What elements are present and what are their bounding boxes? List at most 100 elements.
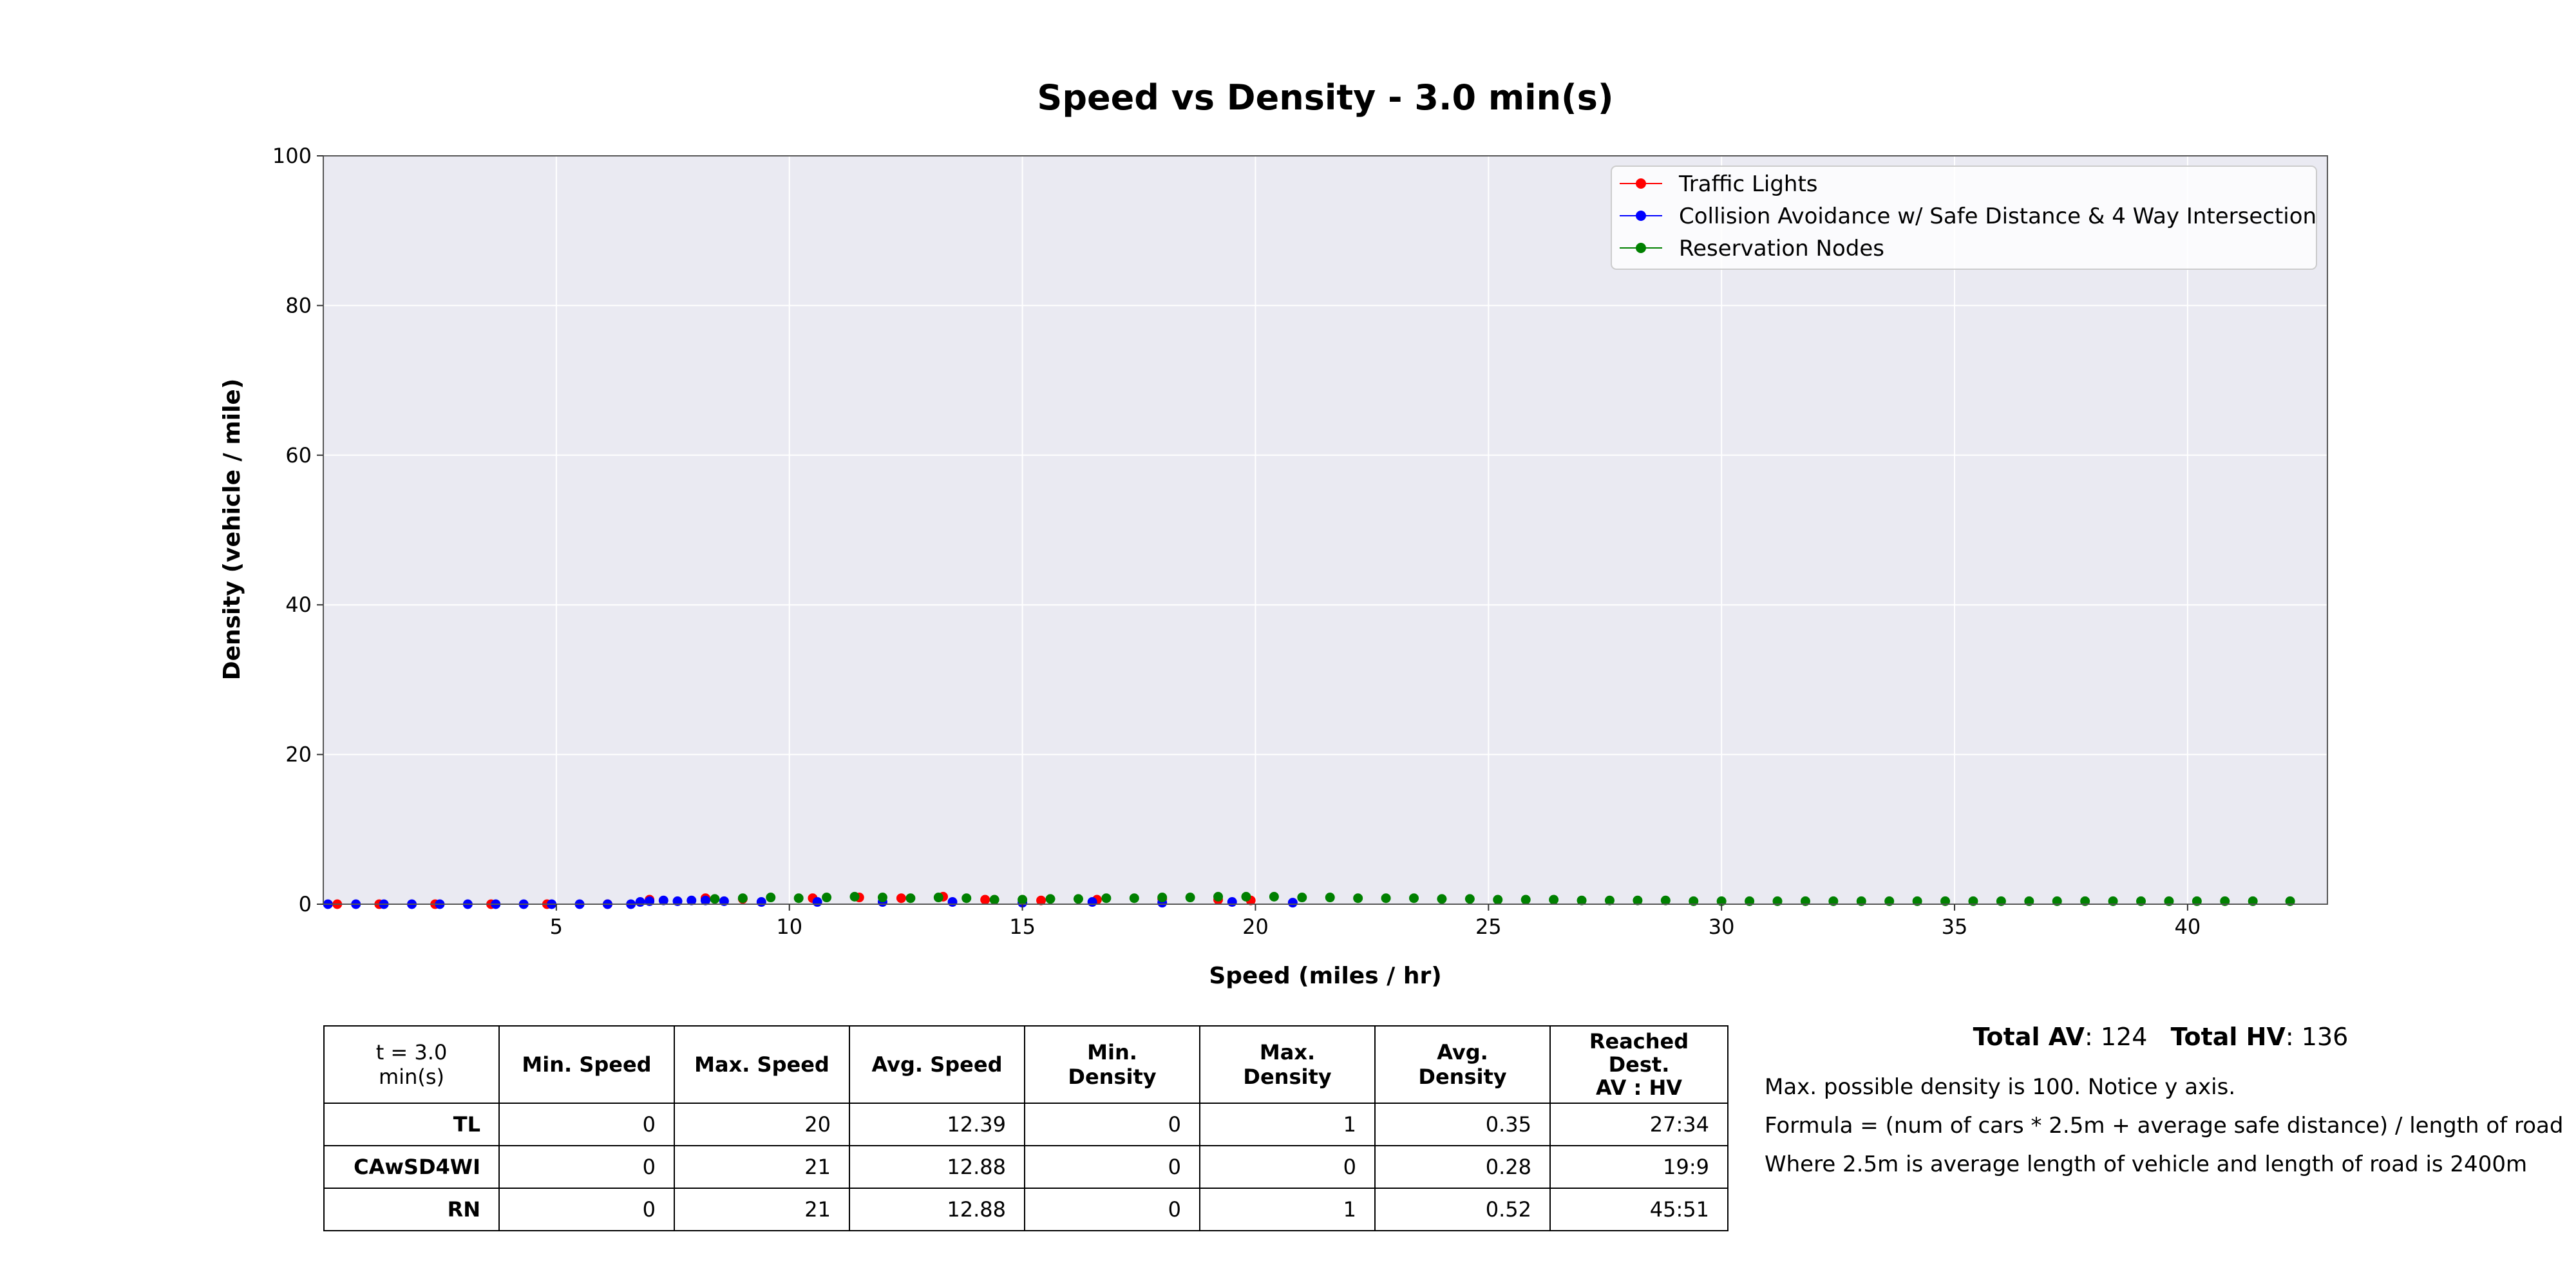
data-point [1520, 895, 1531, 905]
data-point [822, 893, 832, 903]
series-3 [710, 891, 2295, 906]
row-label: CAwSD4WI [323, 1145, 500, 1189]
data-point [947, 897, 958, 907]
data-point [961, 893, 972, 904]
data-point [1409, 893, 1419, 904]
data-point [2108, 896, 2118, 906]
data-point [635, 897, 645, 907]
data-point [1241, 891, 1251, 902]
table-cell: 0.28 [1374, 1145, 1551, 1189]
stats-table: t = 3.0 min(s) Min. Speed Max. Speed Avg… [323, 1025, 1728, 1231]
data-point [1157, 893, 1168, 903]
data-point [1297, 893, 1307, 903]
total-av-label: Total AV [1973, 1023, 2085, 1051]
data-point [1940, 896, 1951, 906]
table-cell: 12.88 [849, 1188, 1025, 1231]
total-hv-label: Total HV [2170, 1023, 2286, 1051]
header-reached-dest-line1: Reached Dest. [1589, 1029, 1689, 1077]
x-tick-label: 30 [1709, 914, 1735, 939]
note-formula: Formula = (num of cars * 2.5m + average … [1765, 1113, 2564, 1139]
data-point [1437, 894, 1447, 904]
header-min-density: Min. Density [1024, 1025, 1200, 1104]
table-cell: 0 [498, 1188, 675, 1231]
plot-frame [323, 155, 2328, 905]
header-max-density: Max. Density [1199, 1025, 1376, 1104]
data-point [645, 896, 655, 906]
data-point [812, 897, 822, 907]
data-point [1325, 893, 1335, 903]
chart-legend: Traffic Lights Collision Avoidance w/ Saf… [1611, 166, 2317, 270]
data-point [1464, 894, 1475, 904]
x-tick-label: 10 [776, 914, 802, 939]
summary-panel: Total AV: 124 Total HV: 136 Max. possibl… [1765, 1023, 2570, 1184]
data-point [756, 897, 766, 907]
data-point [1381, 893, 1391, 904]
note-max-density: Max. possible density is 100. Notice y a… [1765, 1074, 2236, 1100]
data-point [700, 895, 710, 905]
table-row: CAwSD4WI 0 21 12.88 0 0 0.28 19:9 [323, 1145, 1728, 1189]
vehicle-totals: Total AV: 124 Total HV: 136 [1752, 1023, 2570, 1051]
x-tick-label: 40 [2175, 914, 2201, 939]
data-point [933, 893, 943, 903]
data-point [2285, 896, 2295, 906]
table-cell: 0 [498, 1103, 675, 1146]
data-point [1227, 897, 1237, 907]
table-row: TL 0 20 12.39 0 1 0.35 27:34 [323, 1103, 1728, 1146]
data-point [1045, 894, 1056, 904]
data-point [766, 893, 776, 903]
row-label: TL [323, 1103, 500, 1146]
x-tick-label: 15 [1009, 914, 1036, 939]
data-point [1036, 895, 1046, 905]
chart-title: Speed vs Density - 3.0 min(s) [1037, 77, 1613, 118]
data-point [793, 893, 804, 904]
legend-marker [1636, 178, 1646, 189]
table-cell: 0 [1024, 1103, 1200, 1146]
table-cell: 1 [1199, 1103, 1376, 1146]
table-cell: 12.39 [849, 1103, 1025, 1146]
legend-marker [1636, 243, 1646, 253]
data-point [672, 896, 683, 906]
y-axis-label: Density (vehicle / mile) [219, 379, 245, 681]
data-point [1087, 897, 1097, 907]
y-tick-label: 80 [285, 293, 312, 317]
data-point [1800, 896, 1810, 906]
data-point [2220, 896, 2230, 906]
data-point [2164, 896, 2174, 906]
data-point [1549, 895, 1559, 905]
data-point [1073, 894, 1083, 904]
y-tick-label: 60 [285, 443, 312, 468]
table-cell: 19:9 [1549, 1145, 1728, 1189]
y-axis-ticks: 0 20 40 60 80 100 [272, 144, 323, 916]
data-point [1912, 896, 1922, 906]
data-point [1287, 898, 1298, 908]
data-point [1493, 895, 1503, 905]
y-tick-label: 0 [299, 892, 312, 916]
data-point [2052, 896, 2062, 906]
table-cell: 0 [498, 1145, 675, 1189]
data-point [737, 893, 748, 904]
data-points [323, 891, 2295, 909]
legend-label: Reservation Nodes [1679, 236, 1884, 261]
total-av-value: : 124 [2084, 1023, 2148, 1051]
table-cell: 0.52 [1374, 1188, 1551, 1231]
table-cell: 1 [1199, 1188, 1376, 1231]
data-point [1772, 896, 1783, 906]
table-cell: 0.35 [1374, 1103, 1551, 1146]
data-point [1213, 891, 1224, 902]
table-cell: 0 [1024, 1188, 1200, 1231]
table-row: RN 0 21 12.88 0 1 0.52 45:51 [323, 1188, 1728, 1231]
data-point [2080, 896, 2090, 906]
data-point [896, 893, 906, 904]
table-cell: 45:51 [1549, 1188, 1728, 1231]
table-cell: 20 [674, 1103, 850, 1146]
data-point [1660, 895, 1671, 905]
table-corner-cell: t = 3.0 min(s) [323, 1025, 500, 1104]
data-point [687, 895, 697, 905]
y-tick-label: 100 [272, 144, 312, 168]
x-tick-label: 5 [550, 914, 563, 939]
note-road-length: Where 2.5m is average length of vehicle … [1765, 1151, 2528, 1177]
data-point [1604, 895, 1615, 905]
total-hv-value: : 136 [2285, 1023, 2349, 1051]
table-cell: 12.88 [849, 1145, 1025, 1189]
data-point [1828, 896, 1839, 906]
